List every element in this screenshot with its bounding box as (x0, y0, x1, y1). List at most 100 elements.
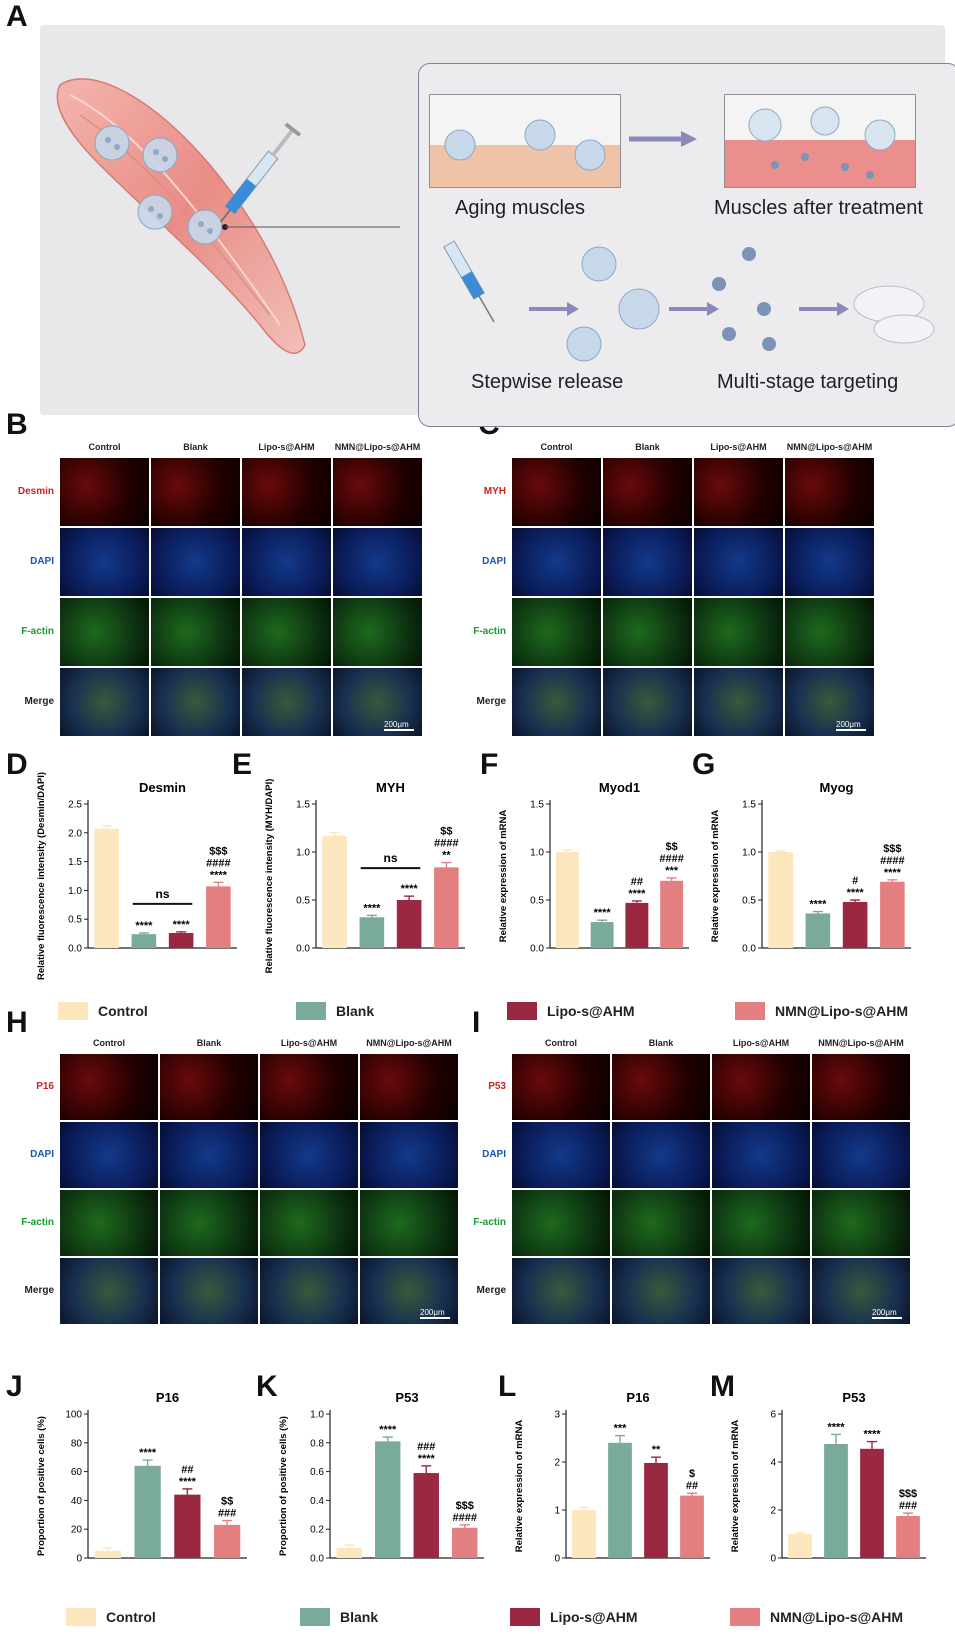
significance-marker: *** (665, 865, 679, 877)
significance-marker: **** (594, 907, 612, 919)
y-axis-label: Relative expression of mRNA (514, 1420, 525, 1553)
y-tick-label: 1.0 (296, 848, 310, 859)
bar (94, 1550, 121, 1558)
micrograph-image (512, 458, 601, 526)
micrograph-row-label: DAPI (30, 1149, 54, 1160)
y-tick-label: 3 (554, 1410, 560, 1421)
significance-marker: ## (686, 1480, 698, 1492)
y-tick-label: 1.5 (742, 800, 756, 811)
bar (375, 1441, 401, 1558)
bar (805, 913, 831, 948)
micrograph-image (360, 1258, 458, 1324)
micrograph-image (712, 1054, 810, 1120)
chart-title: Myog (820, 780, 854, 795)
micrograph-column-label: Lipo-s@AHM (258, 442, 315, 452)
bar (824, 1444, 848, 1558)
y-tick-label: 0.5 (530, 896, 544, 907)
legend-label: Blank (340, 1609, 379, 1625)
micrograph-image (160, 1258, 258, 1324)
y-axis-label: Relative fluorescence intensity (MYH/DAP… (264, 779, 275, 974)
y-tick-label: 1 (554, 1506, 560, 1517)
bar (206, 886, 231, 948)
panel-label-b: B (6, 408, 28, 441)
significance-marker: ### (417, 1441, 435, 1453)
schematic-detail-box: Aging muscles Muscles after treatment St… (418, 63, 955, 427)
bar (660, 880, 684, 948)
micrograph-image (60, 1122, 158, 1188)
legend-swatch (58, 1002, 88, 1020)
micrograph-row-label: DAPI (482, 1149, 506, 1160)
bar (452, 1527, 478, 1558)
significance-marker: **** (863, 1429, 881, 1441)
micrograph-row-label: DAPI (482, 556, 506, 567)
legend-label: Lipo-s@AHM (550, 1609, 638, 1625)
chart-title: P16 (626, 1390, 649, 1405)
micrograph-image (260, 1122, 358, 1188)
micrograph-column-label: NMN@Lipo-s@AHM (334, 442, 421, 452)
micrograph-image (242, 668, 331, 736)
significance-marker: **** (135, 920, 153, 932)
y-tick-label: 0 (770, 1554, 776, 1565)
micrograph-column-label: Control (545, 1038, 577, 1048)
y-tick-label: 80 (71, 1438, 83, 1449)
significance-marker: #### (659, 853, 683, 865)
micrograph-image (60, 528, 149, 596)
y-tick-label: 0.5 (68, 915, 82, 926)
y-tick-label: 2.5 (68, 800, 82, 811)
micrograph-row-label: P53 (488, 1081, 506, 1092)
significance-marker: $$$ (209, 845, 227, 857)
legend-item-nmn: NMN@Lipo-s@AHM (735, 1002, 908, 1020)
micrograph-image (812, 1122, 910, 1188)
y-tick-label: 0.0 (68, 944, 82, 955)
significance-marker: #### (434, 838, 458, 850)
significance-marker: ** (442, 850, 451, 862)
y-axis-label: Proportion of positive cells (%) (36, 1416, 47, 1556)
panel-label-m: M (710, 1370, 735, 1403)
bar (336, 1547, 362, 1558)
micrograph-column-label: Blank (183, 442, 208, 452)
micrograph-image (360, 1122, 458, 1188)
micrograph-image (333, 668, 422, 736)
panel-label-k: K (256, 1370, 278, 1403)
y-tick-label: 1.5 (68, 857, 82, 868)
chart-title: MYH (376, 780, 405, 795)
y-tick-label: 1.0 (742, 848, 756, 859)
bar (644, 1462, 668, 1558)
significance-marker: #### (453, 1512, 477, 1524)
micrograph-image (694, 528, 783, 596)
micrograph-image (160, 1054, 258, 1120)
micrograph-image (151, 668, 240, 736)
chart-f-myod1: Myod1 Relative expression of mRNA 0.0 0.5 1.… (498, 780, 689, 955)
bar (413, 1473, 439, 1558)
y-tick-label: 0 (76, 1554, 82, 1565)
micrograph-image (603, 598, 692, 666)
y-tick-label: 1.0 (68, 886, 82, 897)
panel-label-i: I (472, 1006, 481, 1039)
panel-label-e: E (232, 748, 253, 781)
micrograph-image (242, 458, 331, 526)
bar (608, 1442, 632, 1558)
micrograph-image (242, 528, 331, 596)
y-tick-label: 40 (71, 1496, 83, 1507)
micrograph-image (151, 598, 240, 666)
panel-label-j: J (6, 1370, 23, 1403)
y-axis-label: Relative fluorescence intensity (Desmin/… (36, 772, 47, 980)
bar (625, 902, 649, 948)
legend-item-control: Control (58, 1002, 148, 1020)
legend-item-blank: Blank (296, 1002, 374, 1020)
micrograph-row-label: Merge (476, 696, 506, 707)
micrograph-image (512, 1258, 610, 1324)
significance-marker: **** (139, 1447, 157, 1459)
multistage-targeting-caption: Multi-stage targeting (717, 371, 899, 393)
micrograph-row-label: P16 (36, 1081, 54, 1092)
micrograph-image (60, 668, 149, 736)
significance-marker: **** (827, 1421, 845, 1433)
significance-marker: ## (631, 876, 643, 888)
micrograph-row-label: DAPI (30, 556, 54, 567)
legend-item-blank-2: Blank (300, 1608, 378, 1626)
y-tick-label: 1.5 (296, 800, 310, 811)
bar (168, 933, 194, 948)
significance-marker: $$$ (899, 1488, 917, 1500)
y-tick-label: 0.6 (310, 1467, 324, 1478)
